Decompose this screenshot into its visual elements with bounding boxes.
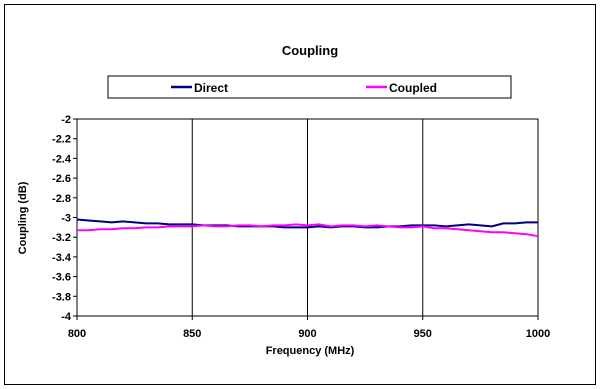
- gridlines: [191, 119, 424, 316]
- y-tick-label: -2.6: [52, 173, 71, 185]
- y-axis-title: Coupling (dB): [17, 181, 29, 254]
- y-tick-label: -3.6: [52, 272, 71, 284]
- legend-label-coupled: Coupled: [389, 81, 437, 95]
- series-lines: [76, 218, 539, 238]
- legend-label-direct: Direct: [194, 81, 228, 95]
- y-tick-label: -3: [61, 213, 71, 225]
- y-axis-ticks: -2 -2.2 -2.4 -2.6 -2.8 -3 -3.2 -3.4 -3.6 -3.8 -4: [52, 114, 77, 323]
- x-tick-label: 900: [298, 328, 316, 340]
- chart-title: Coupling: [282, 43, 338, 58]
- y-tick-label: -4: [61, 311, 72, 323]
- legend-box: [107, 75, 512, 99]
- x-tick-label: 850: [183, 328, 201, 340]
- y-tick-label: -3.4: [52, 252, 72, 264]
- x-axis-title: Frequency (MHz): [266, 345, 355, 357]
- x-tick-label: 1000: [526, 328, 550, 340]
- series-line-coupled: [77, 223, 539, 238]
- y-tick-label: -2.2: [52, 134, 71, 146]
- y-tick-label: -3.2: [52, 232, 71, 244]
- y-tick-label: -3.8: [52, 291, 71, 303]
- x-axis-ticks: 800 850 900 950 1000: [68, 316, 550, 340]
- y-tick-label: -2.8: [52, 193, 71, 205]
- y-tick-label: -2.4: [52, 153, 72, 165]
- x-tick-label: 950: [414, 328, 432, 340]
- y-tick-label: -2: [61, 114, 71, 126]
- legend: Direct Coupled: [107, 75, 512, 99]
- x-tick-label: 800: [68, 328, 86, 340]
- series-line-direct: [76, 218, 538, 229]
